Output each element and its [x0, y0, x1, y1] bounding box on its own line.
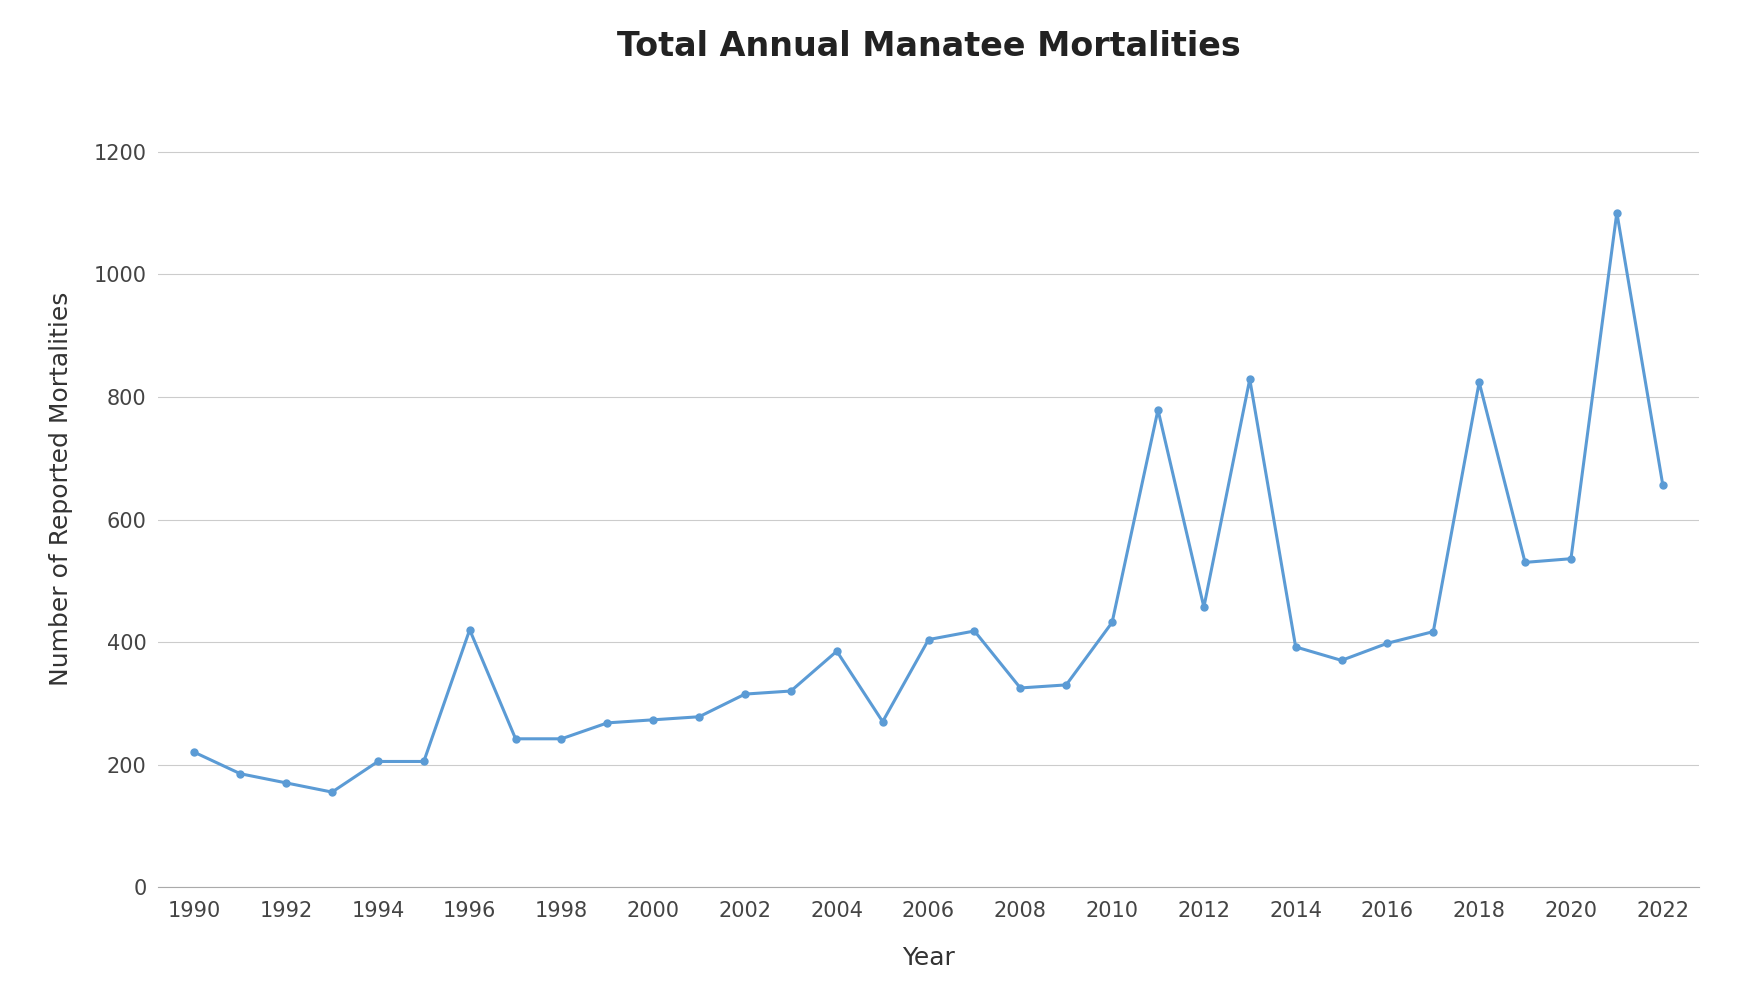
Title: Total Annual Manatee Mortalities: Total Annual Manatee Mortalities [617, 30, 1240, 62]
X-axis label: Year: Year [902, 946, 955, 970]
Y-axis label: Number of Reported Mortalities: Number of Reported Mortalities [49, 291, 74, 686]
